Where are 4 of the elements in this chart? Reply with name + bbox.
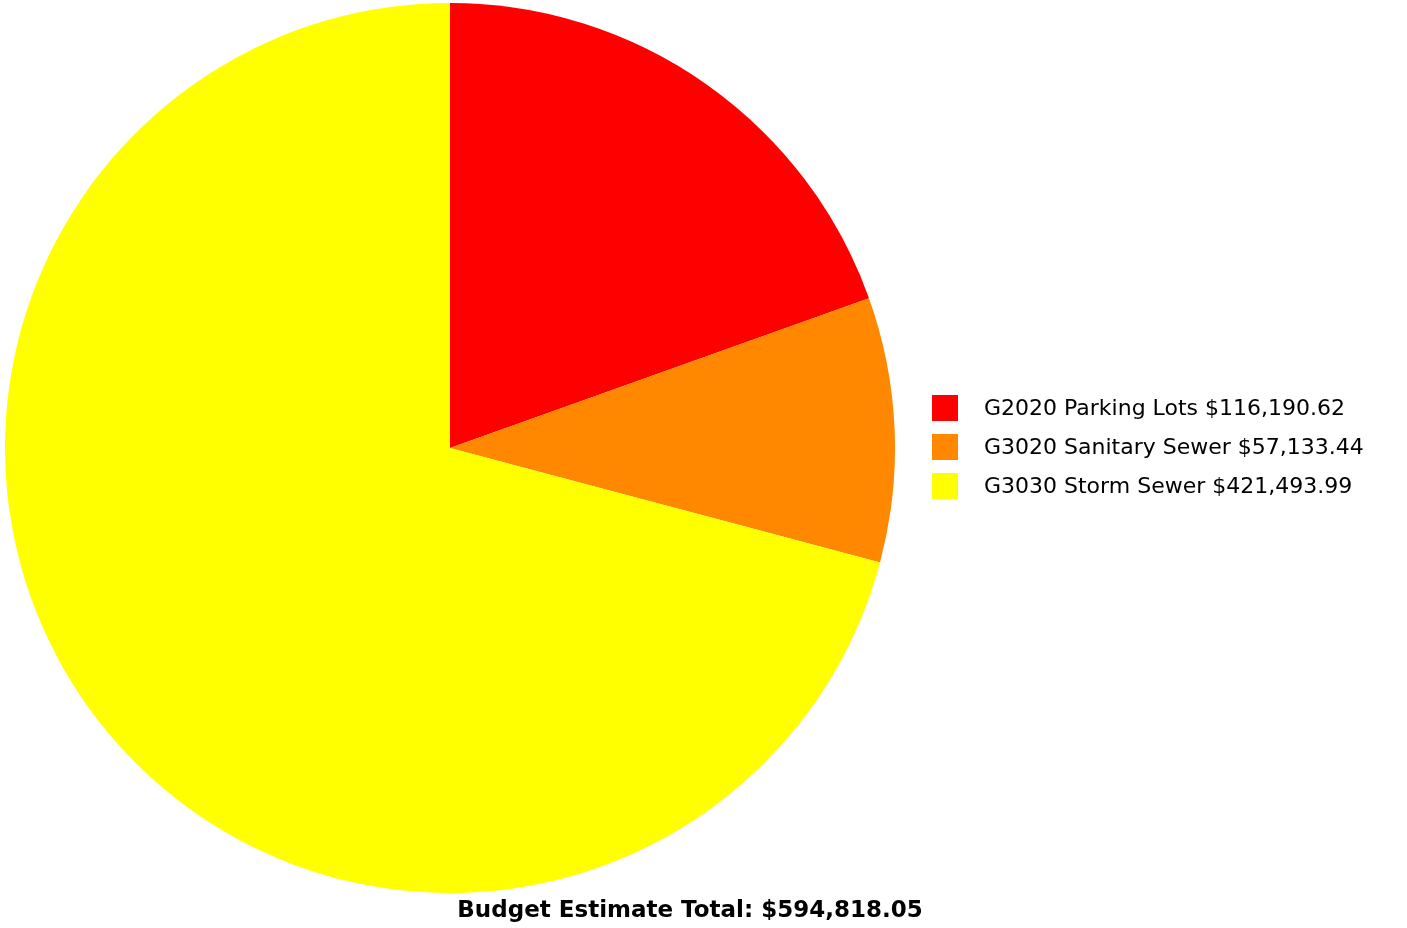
legend-label: G3020 Sanitary Sewer $57,133.44 [984,434,1364,459]
legend-label: G2020 Parking Lots $116,190.62 [984,395,1345,420]
legend-label: G3030 Storm Sewer $421,493.99 [984,473,1353,498]
text: Budget Estimate Total: $594,818.05 [456,896,924,922]
